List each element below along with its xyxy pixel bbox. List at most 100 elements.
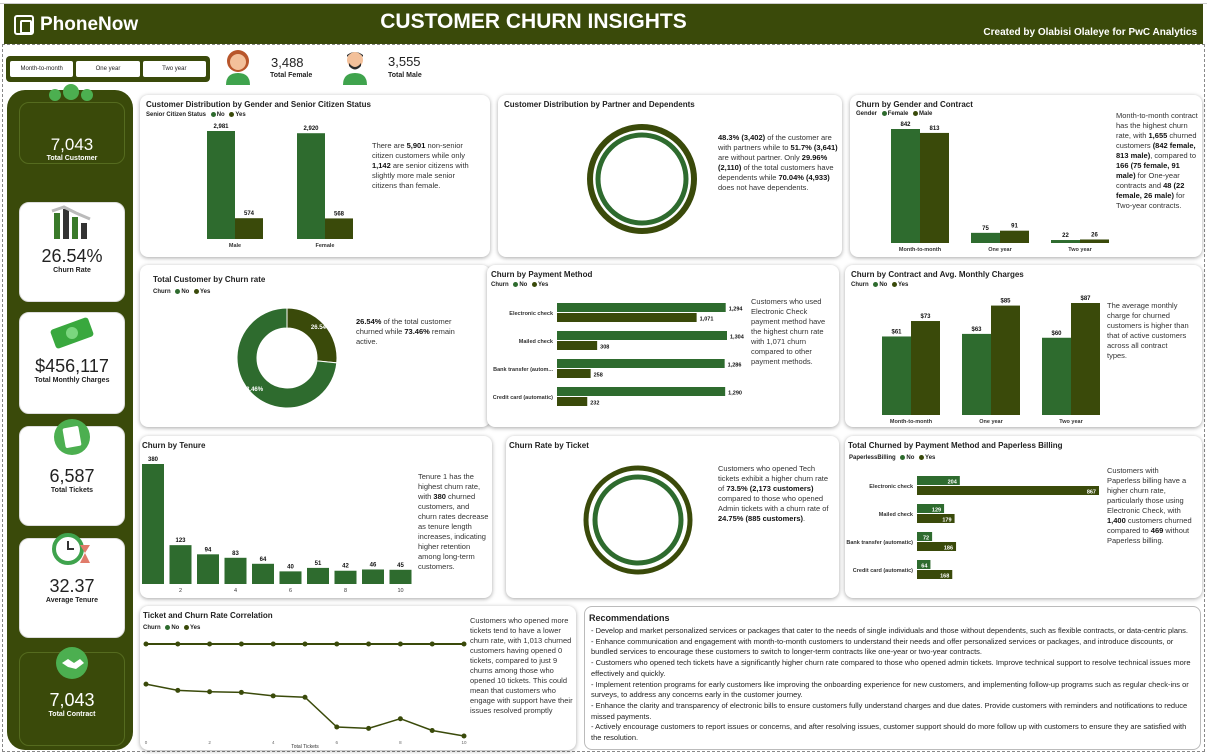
series-point [143,641,149,647]
panel-insight: Tenure 1 has the highest churn rate, wit… [418,472,489,571]
handshake-icon [56,647,88,679]
bar [252,563,274,584]
x-tick-label: 6 [289,588,292,594]
female-avatar-icon [226,50,250,85]
bar [1000,230,1029,243]
bar [557,313,697,322]
panel-title: Churn by Tenure [142,441,206,450]
series-point [207,641,213,647]
bar-value-label: 2,981 [213,124,229,130]
bar [279,571,302,584]
bar [557,387,726,396]
x-tick-label: Male [229,243,241,247]
page-title: CUSTOMER CHURN INSIGHTS [380,10,687,33]
y-tick-label: Electronic check [509,311,554,317]
filter-one-year[interactable]: One year [76,61,140,77]
bar [911,321,940,415]
x-tick-label: 8 [399,740,402,745]
x-tick-label: 10 [461,740,467,745]
panel-title: Churn by Contract and Avg. Monthly Charg… [851,270,1024,279]
series-point [397,716,403,722]
partner-outer-ring [587,124,697,234]
x-tick-label: Two year [1068,247,1092,253]
ticket-icon [54,419,90,455]
kpi-total-contract: 7,043 Total Contract [19,647,125,746]
churn-rate-donut: 26.54% 73.46% [236,307,338,409]
series-point [334,641,340,647]
legend-title: Gender [856,111,878,118]
correlation-chart: 0 2 4 6 8 10 Total Tickets [143,641,467,750]
bar-value-label: $85 [1000,299,1011,305]
author-credit: Created by Olabisi Olaleye for PwC Analy… [983,27,1197,38]
panel-insight: Customers who opened Tech tickets exhibi… [718,464,829,523]
legend-female-swatch [881,111,887,116]
contract-charges-chart: $61 $73 Month-to-month $63 $85 One year $60 $87… [882,296,1100,425]
legend-yes-label: Yes [898,282,909,289]
legend-male-label: Male [919,111,933,118]
filter-month-to-month[interactable]: Month-to-month [10,61,74,77]
series-point [207,689,213,695]
series-point [238,641,244,647]
series-point [302,694,308,700]
kpi-total-tickets-value: 6,587 [49,466,95,486]
paperless-chart: Electronic check 204 867 Mailed check 129179… [846,476,1099,580]
top-ribbon [0,0,1207,4]
legend-no-swatch [513,282,519,287]
x-tick-label: 8 [344,588,347,594]
bar-value-label: 380 [148,457,159,463]
legend-no-swatch [873,282,879,287]
recommendation-item: - Customers who opened tech tickets have… [591,658,1191,678]
chart-legend: Gender Female Male [856,111,932,117]
bar [557,331,727,340]
bar [224,557,247,584]
money-icon [50,317,94,349]
legend-no-label: No [216,112,225,119]
ticket-ring-chart [583,465,693,575]
bar [991,305,1020,415]
filter-two-year[interactable]: Two year [142,61,206,77]
bar [917,504,945,513]
series-point [175,641,181,647]
panel-title: Churn Rate by Ticket [509,441,589,450]
bar-value-label: 842 [900,122,911,128]
x-tick-label: 10 [397,588,403,594]
bar [891,129,920,243]
bar-value-label: 45 [397,563,404,569]
legend-no-label: No [879,282,888,289]
contract-filter[interactable]: Month-to-month One year Two year [6,56,210,82]
bar-value-label: 186 [944,546,953,552]
bar [142,464,164,584]
header-bar [4,4,1203,44]
y-tick-label: Electronic check [869,484,914,490]
bar [307,567,329,584]
bar [557,369,591,378]
bar-value-label: 1,286 [728,363,742,369]
y-tick-label: Credit card (automatic) [853,568,913,574]
legend-yes-label: Yes [190,625,201,632]
series-point [334,724,340,730]
ticket-outer-ring [583,465,693,575]
male-label: Total Male [388,72,422,79]
panel-gender-contract: Churn by Gender and Contract Gender Fema… [850,95,1202,257]
bar [362,569,384,584]
legend-yes-label: Yes [200,289,211,296]
panel-partner: Customer Distribution by Partner and Dep… [498,95,842,257]
bar [169,545,192,584]
y-tick-label: Bank transfer (autom... [493,367,553,373]
kpi-sidebar: 7,043 Total Customer 26.54% Churn Rate $… [7,84,133,750]
bar-value-label: 1,304 [730,335,745,341]
legend-no-label: No [519,282,528,289]
bar-value-label: 232 [590,401,599,407]
kpi-churn-rate: 26.54% Churn Rate [19,202,125,302]
bar [882,336,911,415]
legend-yes-swatch [919,455,925,460]
chart-legend: PaperlessBilling No Yes [849,455,935,461]
legend-yes-label: Yes [235,112,246,119]
kpi-total-tickets: 6,587 Total Tickets [19,419,125,526]
x-tick-label: Two year [1059,419,1083,425]
recommendation-item: - Enhance communication and engagement w… [591,636,1174,657]
chart-legend: Churn No Yes [491,282,548,288]
canvas-border [2,44,1205,752]
bar-value-label: 308 [600,345,609,351]
y-tick-label: Mailed check [879,512,914,518]
